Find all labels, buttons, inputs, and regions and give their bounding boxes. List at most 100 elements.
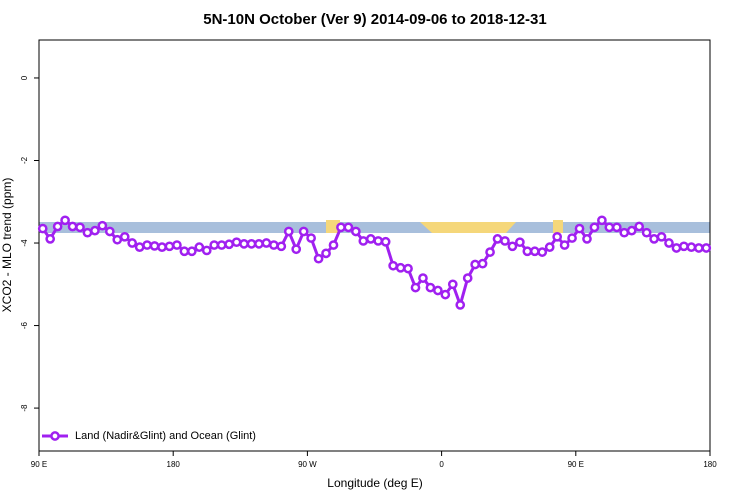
data-point xyxy=(485,247,495,257)
y-tick-label: -2 xyxy=(20,156,29,164)
data-point xyxy=(313,253,324,264)
data-point xyxy=(216,240,227,250)
y-tick-label: -4 xyxy=(20,239,29,247)
data-point xyxy=(611,222,622,233)
x-tick-label: 180 xyxy=(703,460,717,469)
chart-title: 5N-10N October (Ver 9) 2014-09-06 to 201… xyxy=(203,11,547,28)
x-tick-label: 180 xyxy=(167,460,181,469)
data-point xyxy=(142,240,152,250)
data-point xyxy=(90,225,100,236)
data-point xyxy=(209,240,220,250)
data-point xyxy=(440,289,451,300)
data-point xyxy=(462,273,473,283)
data-point xyxy=(358,236,369,246)
data-point xyxy=(693,243,704,253)
data-point xyxy=(634,221,645,232)
data-point xyxy=(641,227,652,238)
data-point xyxy=(261,238,272,248)
data-point xyxy=(343,222,354,233)
land-patch xyxy=(420,222,516,233)
data-point xyxy=(582,234,592,244)
data-point xyxy=(157,242,167,253)
data-point xyxy=(567,233,577,243)
data-point xyxy=(172,240,182,250)
data-point xyxy=(351,226,361,237)
data-point xyxy=(477,258,488,269)
x-axis-label: Longitude (deg E) xyxy=(327,476,422,490)
data-point xyxy=(686,242,697,253)
data-point xyxy=(410,282,421,293)
data-point xyxy=(537,247,548,257)
data-point xyxy=(231,237,242,248)
data-point xyxy=(395,262,406,273)
data-point xyxy=(626,225,637,236)
ocean-strip xyxy=(39,222,710,233)
x-tick-label: 90 W xyxy=(298,460,317,469)
data-point xyxy=(104,226,115,237)
data-point xyxy=(425,282,436,293)
data-point xyxy=(60,215,70,226)
map-strip xyxy=(39,220,710,233)
data-point xyxy=(597,215,607,226)
data-point xyxy=(589,222,600,233)
data-point xyxy=(112,234,123,245)
data-point xyxy=(604,222,615,233)
data-point xyxy=(164,241,175,252)
data-point xyxy=(246,238,257,249)
legend-label: Land (Nadir&Glint) and Ocean (Glint) xyxy=(75,430,256,442)
data-point xyxy=(552,231,563,242)
data-point xyxy=(515,237,525,248)
data-point xyxy=(470,259,480,270)
y-tick-label: -6 xyxy=(20,321,29,329)
land-patch xyxy=(326,220,340,233)
x-tick-label: 0 xyxy=(439,460,444,469)
data-point xyxy=(447,279,458,290)
data-point xyxy=(67,221,78,232)
data-point xyxy=(52,221,63,232)
data-point xyxy=(276,241,287,252)
y-axis-label: XCO2 - MLO trend (ppm) xyxy=(0,178,14,313)
data-point xyxy=(328,240,339,250)
data-point xyxy=(664,238,674,248)
data-point xyxy=(239,238,249,249)
data-point xyxy=(127,238,138,248)
data-point xyxy=(403,263,413,274)
data-point xyxy=(701,243,712,253)
data-point xyxy=(671,243,682,253)
data-point xyxy=(619,227,630,238)
x-tick-label: 90 E xyxy=(568,460,584,469)
data-point xyxy=(194,242,205,253)
data-point xyxy=(418,273,428,283)
data-point xyxy=(656,231,667,242)
data-point xyxy=(433,285,443,296)
data-point xyxy=(574,223,585,234)
data-point xyxy=(283,226,294,237)
data-point xyxy=(254,238,264,249)
data-point xyxy=(373,236,384,246)
data-point xyxy=(201,245,212,256)
data-point xyxy=(186,246,197,257)
data-point xyxy=(365,234,376,244)
data-point xyxy=(679,241,689,252)
data-point xyxy=(224,239,234,250)
data-point xyxy=(82,227,93,238)
data-point xyxy=(380,236,391,247)
data-point xyxy=(291,244,302,255)
data-point xyxy=(298,226,309,237)
data-point xyxy=(492,234,503,244)
data-point xyxy=(269,240,279,250)
data-point xyxy=(97,220,108,231)
data-point xyxy=(179,246,190,257)
land-patch xyxy=(553,220,563,233)
data-point xyxy=(559,240,570,250)
data-point xyxy=(149,241,160,251)
data-point xyxy=(529,246,540,257)
data-point xyxy=(507,241,518,252)
data-point xyxy=(455,300,466,310)
data-point xyxy=(336,222,346,233)
data-point xyxy=(321,248,331,259)
y-tick-label: 0 xyxy=(20,75,29,80)
data-point xyxy=(388,260,398,271)
